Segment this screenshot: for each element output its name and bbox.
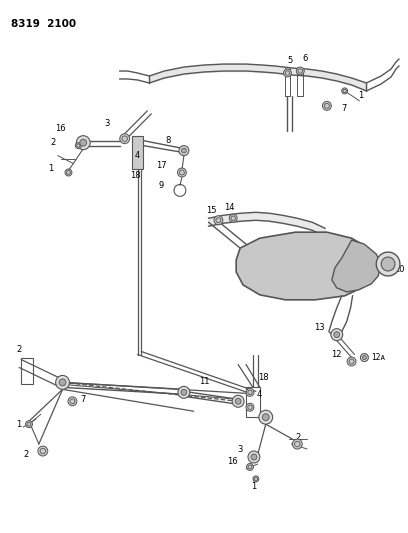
Circle shape <box>284 69 291 77</box>
Circle shape <box>248 451 260 463</box>
Circle shape <box>246 389 254 397</box>
Circle shape <box>322 101 331 110</box>
Text: 6: 6 <box>302 54 308 62</box>
Polygon shape <box>236 232 374 300</box>
Text: 7: 7 <box>342 104 347 114</box>
Text: 16: 16 <box>228 457 238 466</box>
Circle shape <box>80 139 87 146</box>
Circle shape <box>334 332 340 337</box>
Text: 1: 1 <box>16 419 22 429</box>
Text: 2: 2 <box>295 433 301 442</box>
Circle shape <box>59 379 66 386</box>
Text: 7: 7 <box>80 395 86 404</box>
Circle shape <box>376 252 400 276</box>
Circle shape <box>26 421 33 427</box>
Circle shape <box>182 148 186 153</box>
Circle shape <box>246 403 254 411</box>
Text: 12: 12 <box>331 350 342 359</box>
Text: 5: 5 <box>288 55 293 64</box>
Circle shape <box>55 375 69 389</box>
Text: 15: 15 <box>206 206 217 215</box>
Text: 14: 14 <box>224 203 235 212</box>
Text: 11: 11 <box>199 377 209 386</box>
Circle shape <box>177 168 186 177</box>
Circle shape <box>296 67 304 75</box>
Text: 16: 16 <box>55 124 66 133</box>
Circle shape <box>178 386 190 398</box>
Text: 2: 2 <box>23 449 29 458</box>
Circle shape <box>293 439 302 449</box>
Circle shape <box>75 143 81 149</box>
Text: 1: 1 <box>48 164 53 173</box>
Text: 3: 3 <box>238 445 243 454</box>
Text: 12ᴀ: 12ᴀ <box>371 353 385 362</box>
Circle shape <box>76 136 90 150</box>
Text: 10: 10 <box>394 265 404 274</box>
Text: 17: 17 <box>157 161 167 170</box>
Text: 18: 18 <box>259 373 269 382</box>
Circle shape <box>362 356 366 360</box>
Text: 8: 8 <box>166 136 171 145</box>
Polygon shape <box>332 240 381 292</box>
Circle shape <box>65 169 72 176</box>
Circle shape <box>38 446 48 456</box>
Circle shape <box>262 414 269 421</box>
Circle shape <box>181 389 187 395</box>
Polygon shape <box>132 136 144 168</box>
Circle shape <box>232 395 244 407</box>
Circle shape <box>342 88 348 94</box>
Text: 1: 1 <box>251 482 257 491</box>
Text: 18: 18 <box>130 171 141 180</box>
Circle shape <box>214 216 223 225</box>
Text: 3: 3 <box>104 119 110 128</box>
Circle shape <box>68 397 77 406</box>
Circle shape <box>235 398 241 404</box>
Text: 2: 2 <box>51 138 55 147</box>
Circle shape <box>331 329 343 341</box>
Circle shape <box>179 146 189 156</box>
Text: 2: 2 <box>16 345 22 354</box>
Text: 13: 13 <box>314 323 325 332</box>
Circle shape <box>360 353 368 361</box>
Text: 9: 9 <box>159 181 164 190</box>
Text: 8319  2100: 8319 2100 <box>11 19 76 29</box>
Circle shape <box>246 464 253 471</box>
Circle shape <box>251 454 257 460</box>
Circle shape <box>120 134 130 144</box>
Text: 4: 4 <box>135 151 140 160</box>
Text: 1: 1 <box>359 91 364 100</box>
Text: 4: 4 <box>257 390 262 399</box>
Circle shape <box>381 257 395 271</box>
Circle shape <box>253 476 259 482</box>
Circle shape <box>347 357 356 366</box>
Circle shape <box>229 214 237 222</box>
Circle shape <box>259 410 273 424</box>
